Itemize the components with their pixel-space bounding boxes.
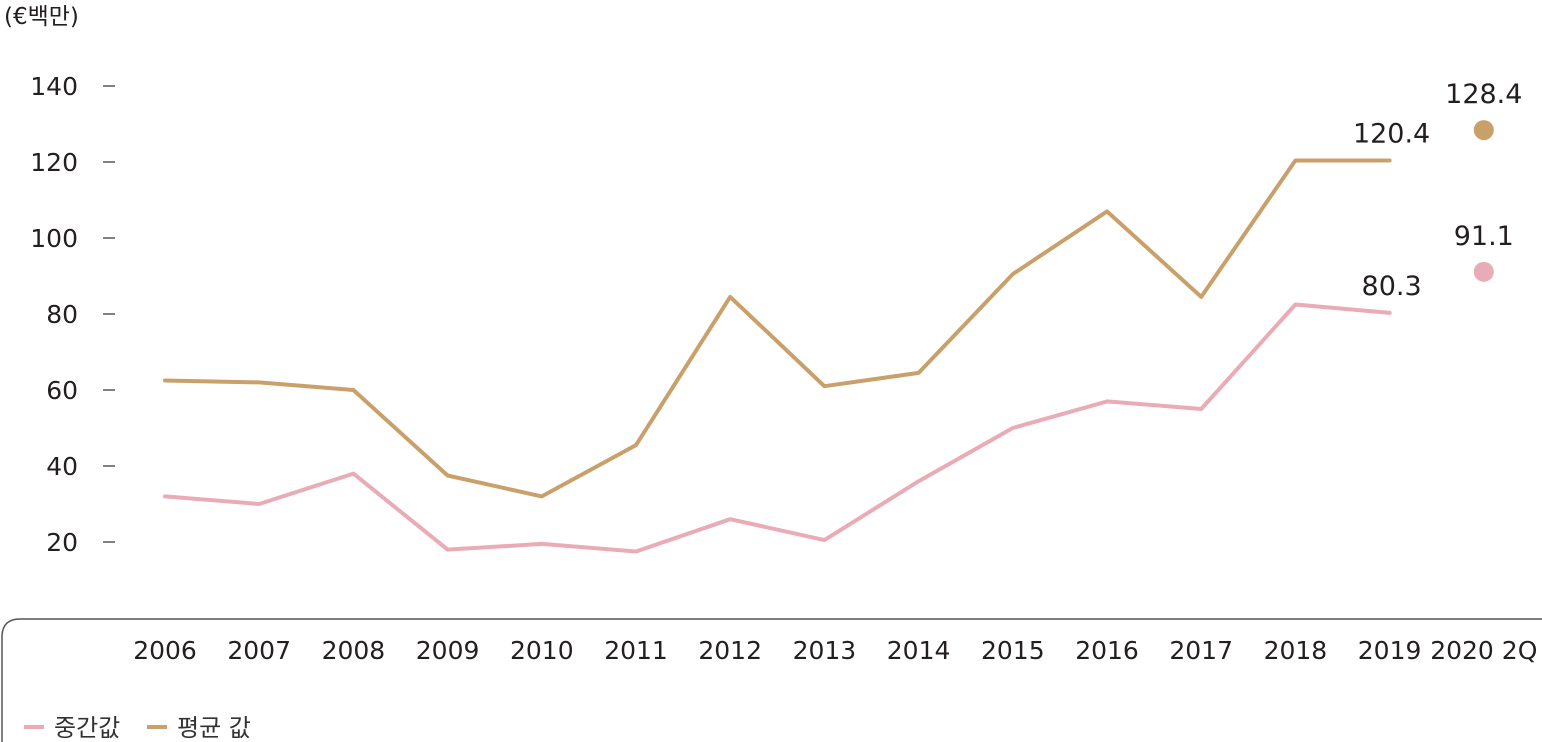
data-label: 128.4 xyxy=(1445,79,1522,110)
y-tick-label: 100 xyxy=(30,224,78,253)
series-line-0 xyxy=(163,302,1392,554)
x-tick-label: 2011 xyxy=(604,636,668,665)
x-axis: 2006 2007 2008 2009 2010 2011 2012 2013 2014 2015… xyxy=(133,636,1537,665)
x-tick-label: 2009 xyxy=(416,636,480,665)
legend-label: 중간값 xyxy=(54,714,120,742)
x-tick-label: 2018 xyxy=(1264,636,1328,665)
data-point xyxy=(1473,120,1494,141)
x-axis-frame xyxy=(1,618,1542,742)
x-tick-label: 2020 2Q xyxy=(1430,636,1537,665)
data-label: 120.4 xyxy=(1353,118,1430,149)
x-tick-label: 2014 xyxy=(887,636,951,665)
data-label: 80.3 xyxy=(1362,271,1422,302)
legend: 중간값 평균 값 xyxy=(24,714,251,742)
series-group: 80.3 91.1 120.4 128.4 xyxy=(163,79,1522,554)
x-tick-label: 2007 xyxy=(227,636,291,665)
x-tick-label: 2017 xyxy=(1169,636,1233,665)
x-tick-label: 2013 xyxy=(793,636,857,665)
y-axis: 20 40 60 80 100 120 140 xyxy=(30,72,115,557)
series-line-1 xyxy=(163,158,1392,499)
legend-label: 평균 값 xyxy=(177,714,251,742)
x-tick-label: 2008 xyxy=(322,636,386,665)
x-tick-label: 2016 xyxy=(1075,636,1139,665)
data-point xyxy=(1473,261,1494,282)
y-tick-label: 40 xyxy=(46,452,78,481)
y-axis-unit-label: (€백만) xyxy=(4,4,79,30)
x-tick-label: 2015 xyxy=(981,636,1045,665)
x-tick-label: 2006 xyxy=(133,636,197,665)
x-tick-label: 2010 xyxy=(510,636,574,665)
y-tick-label: 60 xyxy=(46,376,78,405)
y-tick-label: 140 xyxy=(30,72,78,101)
x-tick-label: 2019 xyxy=(1358,636,1422,665)
x-tick-label: 2012 xyxy=(698,636,762,665)
data-label: 91.1 xyxy=(1454,221,1514,252)
y-tick-label: 20 xyxy=(46,528,78,557)
y-tick-label: 80 xyxy=(46,300,78,329)
y-tick-label: 120 xyxy=(30,148,78,177)
